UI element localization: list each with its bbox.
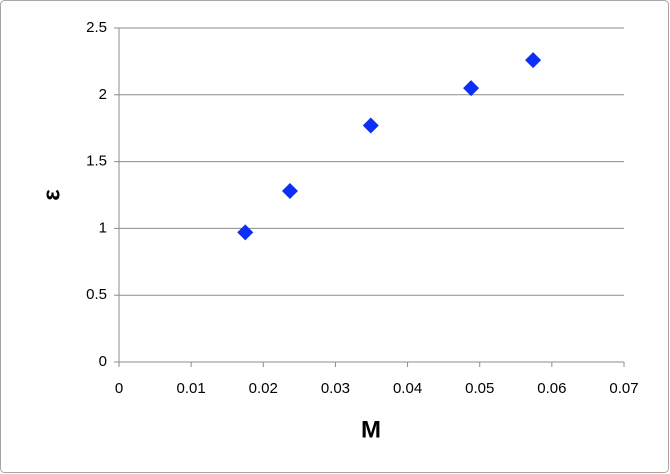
y-tick-label: 0	[99, 353, 107, 370]
y-tick-label: 2.5	[86, 19, 107, 36]
y-tick-label: 0.5	[86, 286, 107, 303]
x-tick-label: 0.04	[393, 380, 422, 397]
x-tick-label: 0.07	[609, 380, 638, 397]
x-tick-label: 0.05	[465, 380, 494, 397]
x-axis-title: M	[361, 416, 381, 443]
x-tick-label: 0.03	[321, 380, 350, 397]
x-tick-label: 0.02	[249, 380, 278, 397]
point	[362, 117, 379, 134]
x-tick-label: 0	[115, 380, 123, 397]
y-tick-label: 1	[99, 219, 107, 236]
point	[525, 52, 542, 69]
y-axis-title: ε	[38, 189, 65, 200]
point	[281, 182, 298, 199]
point	[237, 224, 254, 241]
x-tick-label: 0.01	[177, 380, 206, 397]
y-tick-label: 2	[99, 86, 107, 103]
point	[463, 80, 480, 97]
x-tick-label: 0.06	[537, 380, 566, 397]
y-tick-label: 1.5	[86, 153, 107, 170]
